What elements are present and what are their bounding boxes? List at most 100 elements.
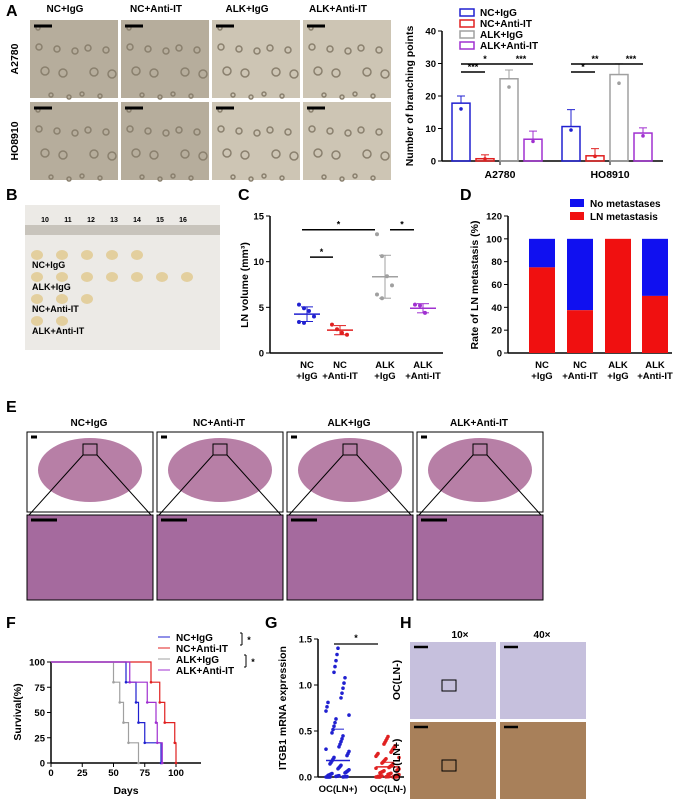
tissue-section-he — [428, 438, 532, 502]
specimen-row-label: NC+IgG — [32, 260, 65, 270]
cell-cluster — [66, 176, 72, 182]
cell-cluster — [102, 128, 110, 136]
data-point — [418, 303, 422, 308]
legend-swatch — [570, 212, 584, 220]
chart-d-y-tick-label: 100 — [486, 234, 502, 245]
legend-label: ALK+IgG — [176, 655, 219, 666]
chart-c-y-tick-label: 15 — [253, 212, 264, 223]
cell-cluster — [289, 69, 299, 79]
cell-cluster — [352, 173, 358, 179]
panel-label-H: H — [400, 615, 412, 632]
data-point — [326, 700, 330, 705]
chart-f-y-tick-label: 50 — [34, 708, 45, 719]
tissue-section-he — [298, 438, 402, 502]
zoom-line — [486, 454, 542, 516]
he-highmag-image — [416, 514, 544, 601]
chart-g-ylabel: ITGB1 mRNA expression — [277, 646, 289, 770]
chart-d-x-tick-label: +IgG — [607, 371, 628, 382]
cell-cluster — [157, 176, 163, 182]
chart-c-x-tick-label: +Anti-IT — [405, 371, 441, 382]
panel-label-G: G — [265, 615, 277, 632]
data-point — [380, 774, 384, 778]
chart-d-x-tick-label: +Anti-IT — [562, 371, 598, 382]
zoom-line — [288, 454, 344, 516]
bar-no-metastases — [567, 238, 593, 311]
cell-cluster — [326, 127, 334, 135]
legend-label: NC+Anti-IT — [480, 19, 532, 30]
significance-label: *** — [516, 54, 527, 64]
tissue-section-he — [168, 438, 272, 502]
chart-d-ylabel: Rate of LN metastasis (%) — [469, 221, 481, 350]
image-col-label: ALK+Anti-IT — [450, 418, 508, 429]
cell-cluster — [248, 94, 254, 100]
chart-a-y-tick-label: 30 — [425, 59, 436, 70]
data-point — [337, 773, 341, 778]
ruler-label: 15 — [156, 217, 164, 224]
zoom-box — [441, 759, 457, 772]
survival-curve-2 — [51, 661, 140, 763]
chart-c-y-tick-label: 10 — [253, 257, 264, 268]
cell-cluster — [370, 175, 376, 181]
ruler-label: 12 — [87, 217, 95, 224]
cell-cluster — [253, 47, 261, 55]
data-point — [386, 734, 390, 739]
image-col-label: 10× — [452, 630, 469, 641]
bar-1-2 — [609, 73, 629, 162]
cell-cluster — [35, 125, 43, 133]
cell-cluster — [139, 174, 145, 180]
ihc-image — [500, 642, 586, 719]
cell-cluster — [53, 127, 61, 135]
cell-cluster — [289, 151, 299, 161]
data-point — [641, 134, 645, 138]
lymph-node — [56, 272, 68, 282]
cell-cluster — [48, 92, 54, 98]
lymph-node — [56, 250, 68, 260]
significance-label: * — [354, 633, 358, 643]
cell-cluster — [339, 176, 345, 182]
cell-cluster — [71, 129, 79, 137]
chart-d-x-tick-label: ALK — [645, 360, 665, 371]
data-point — [332, 755, 336, 760]
data-point — [531, 139, 535, 144]
cell-cluster — [107, 69, 117, 79]
cell-cluster — [222, 148, 232, 158]
bar-no-metastases — [529, 238, 555, 268]
cell-cluster — [339, 94, 345, 100]
lymph-node — [156, 272, 168, 282]
cell-cluster — [331, 68, 341, 78]
data-point — [391, 762, 395, 766]
cell-cluster — [170, 91, 176, 97]
data-point — [332, 670, 336, 675]
chart-a-y-tick-label: 20 — [425, 92, 436, 103]
cell-cluster — [193, 46, 201, 54]
data-point — [340, 737, 344, 741]
ruler-label: 16 — [179, 217, 187, 224]
micrograph-tube-formation — [121, 20, 209, 98]
cell-cluster — [79, 173, 85, 179]
data-point — [387, 774, 391, 779]
data-point — [397, 772, 401, 777]
cell-cluster — [331, 150, 341, 160]
cell-cluster — [139, 92, 145, 98]
data-point — [342, 681, 346, 685]
zoom-line — [356, 454, 412, 516]
chart-c-x-tick-label: +Anti-IT — [322, 371, 358, 382]
cell-cluster — [217, 43, 225, 51]
chart-g-x-tick-label: OC(LN+) — [319, 784, 358, 795]
data-point — [375, 292, 379, 297]
legend-label: NC+Anti-IT — [176, 644, 228, 655]
cell-cluster — [131, 148, 141, 158]
chart-f-y-tick-label: 0 — [40, 759, 45, 770]
data-point — [340, 330, 344, 335]
data-point — [324, 747, 328, 751]
bar-ln-metastasis — [529, 267, 555, 353]
image-col-label: ALK+IgG — [327, 418, 370, 429]
micrograph-tube-formation — [212, 20, 300, 98]
bar-ln-metastasis — [567, 310, 593, 353]
legend-label: NC+IgG — [176, 633, 213, 644]
cell-cluster — [344, 129, 352, 137]
data-point — [297, 319, 301, 324]
chart-g-y-tick-label: 1.0 — [299, 681, 312, 692]
cell-cluster — [217, 125, 225, 133]
cell-cluster — [198, 69, 208, 79]
